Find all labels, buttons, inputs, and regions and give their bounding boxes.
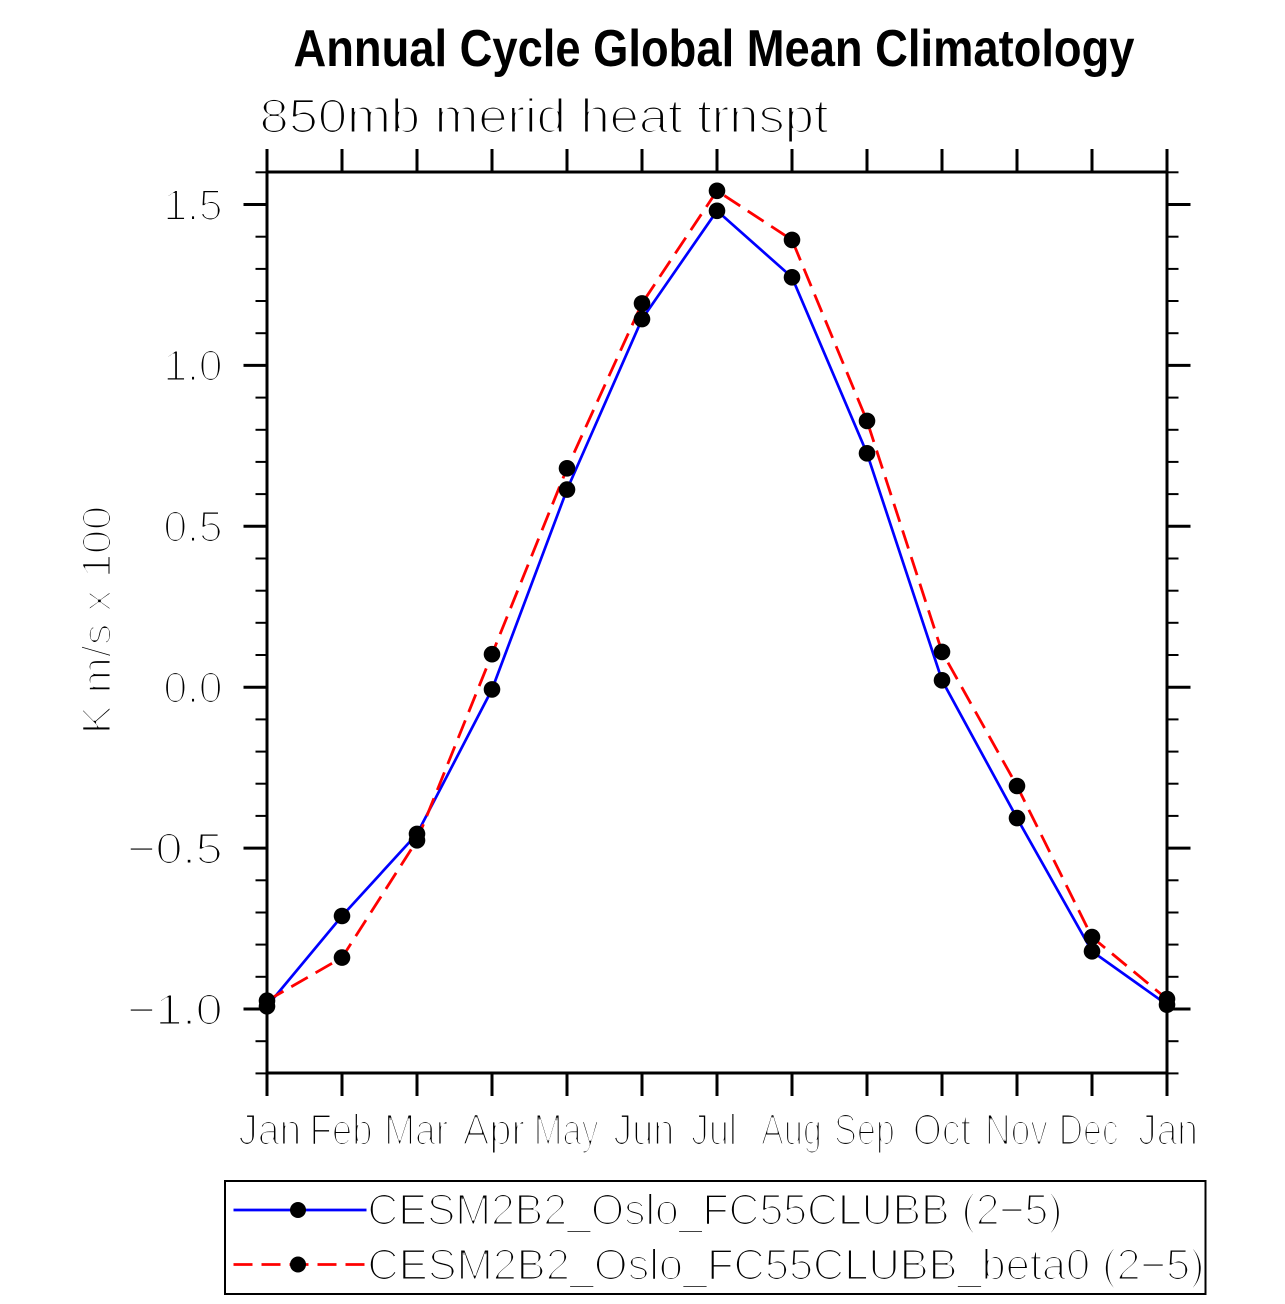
svg-text:Sep: Sep [834, 1107, 895, 1155]
svg-text:−0.5: −0.5 [128, 825, 223, 873]
svg-text:−1.0: −1.0 [128, 986, 223, 1034]
svg-text:Feb: Feb [310, 1107, 373, 1155]
svg-text:0.5: 0.5 [164, 504, 223, 552]
svg-text:CESM2B2_Oslo_FC55CLUBB_beta0 (: CESM2B2_Oslo_FC55CLUBB_beta0 (2−5) [368, 1242, 1205, 1290]
svg-text:Apr: Apr [463, 1107, 525, 1155]
svg-text:May: May [534, 1107, 599, 1155]
svg-text:CESM2B2_Oslo_FC55CLUBB (2−5): CESM2B2_Oslo_FC55CLUBB (2−5) [368, 1187, 1063, 1235]
svg-text:Mar: Mar [384, 1107, 448, 1155]
svg-text:1.0: 1.0 [164, 343, 223, 391]
svg-text:Aug: Aug [761, 1107, 822, 1155]
svg-text:Dec: Dec [1059, 1107, 1119, 1155]
svg-text:Nov: Nov [985, 1107, 1048, 1155]
svg-text:Oct: Oct [913, 1107, 971, 1155]
svg-text:Jan: Jan [1138, 1107, 1198, 1155]
svg-text:Jun: Jun [613, 1107, 674, 1155]
svg-text:1.5: 1.5 [164, 182, 223, 230]
svg-text:K m/s x 100: K m/s x 100 [74, 506, 120, 734]
svg-text:Annual Cycle Global Mean Clima: Annual Cycle Global Mean Climatology [294, 20, 1135, 78]
svg-text:Jul: Jul [691, 1107, 737, 1155]
svg-text:Jan: Jan [238, 1107, 301, 1155]
svg-text:0.0: 0.0 [164, 665, 223, 713]
svg-text:850mb merid heat trnspt: 850mb merid heat trnspt [260, 90, 829, 143]
